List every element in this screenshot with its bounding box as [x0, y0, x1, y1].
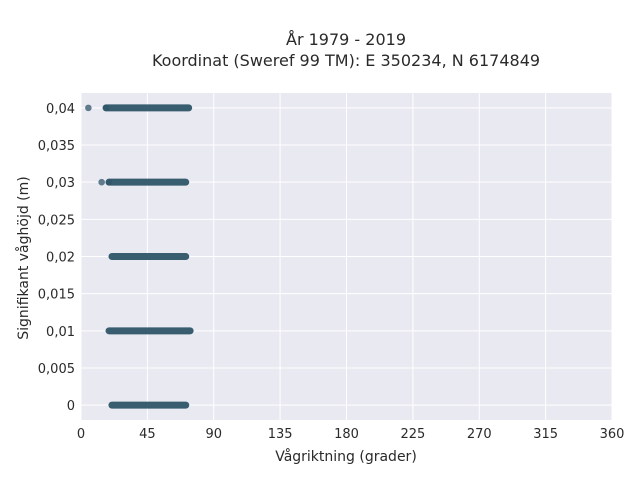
y-tick-label: 0 [67, 399, 75, 414]
y-tick-label: 0,03 [46, 176, 75, 191]
y-tick-label: 0,04 [46, 102, 75, 117]
chart-title-line2: Koordinat (Sweref 99 TM): E 350234, N 61… [152, 51, 540, 70]
x-tick-label: 225 [400, 427, 425, 442]
x-tick-label: 315 [533, 427, 558, 442]
x-tick-label: 360 [600, 427, 625, 442]
data-point [98, 178, 105, 186]
x-tick-label: 0 [77, 427, 85, 442]
y-tick-label: 0,01 [46, 325, 75, 340]
y-tick-label: 0,005 [38, 362, 75, 377]
y-tick-label: 0,035 [38, 139, 75, 154]
y-tick-label: 0,02 [46, 251, 75, 266]
x-tick-label: 45 [139, 427, 156, 442]
data-points [85, 104, 194, 409]
data-point [105, 178, 113, 186]
x-tick-label: 270 [467, 427, 492, 442]
data-point [85, 104, 92, 112]
x-tick-label: 135 [268, 427, 293, 442]
chart-title-line1: År 1979 - 2019 [286, 30, 406, 49]
x-axis-label: Vågriktning (grader) [275, 448, 417, 465]
x-tick-label: 90 [205, 427, 222, 442]
y-tick-label: 0,015 [38, 288, 75, 303]
y-axis-label: Signifikant våghöjd (m) [15, 176, 32, 339]
data-point [102, 104, 110, 112]
x-tick-label: 180 [334, 427, 359, 442]
grid [80, 93, 613, 420]
y-tick-label: 0,025 [38, 213, 75, 228]
axis-ticks: 0 45 90 135 180 225 270 315 360 0 0,005 0,01 0,015 0,… [38, 102, 625, 442]
